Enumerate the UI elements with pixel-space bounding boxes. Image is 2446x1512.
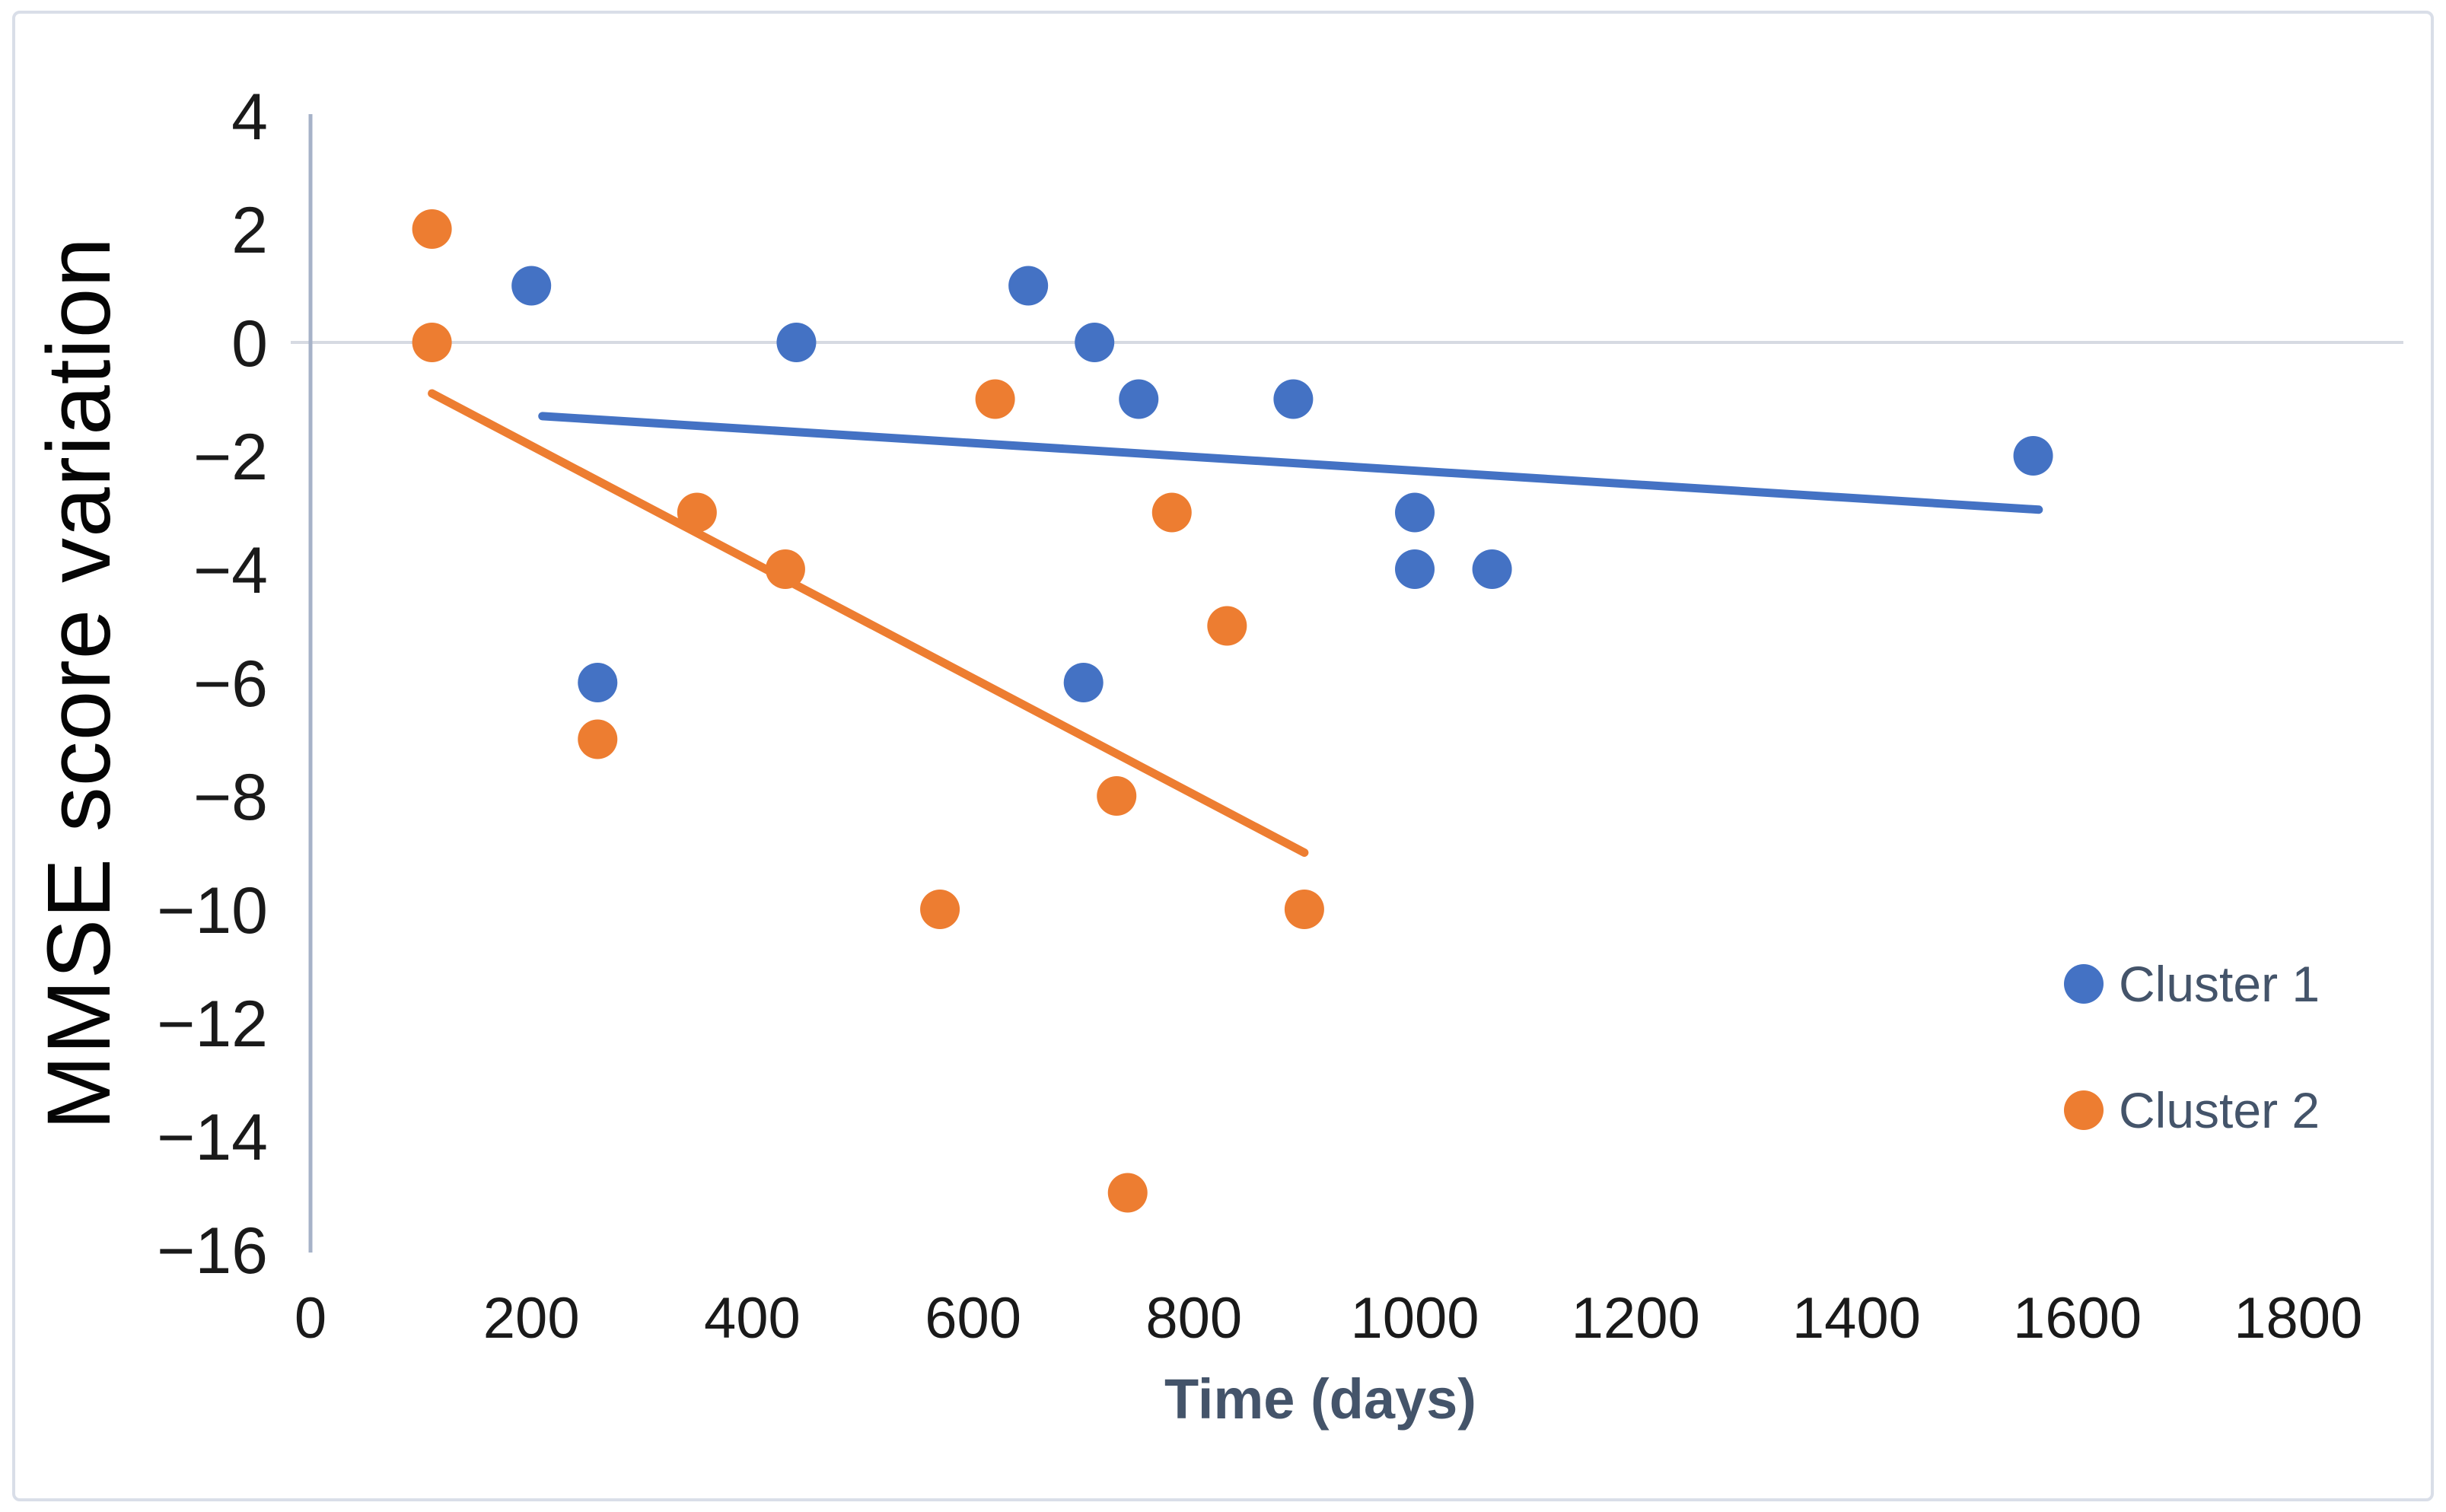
data-point-cluster-1 [1395,492,1435,533]
legend-label-cluster-2: Cluster 2 [2119,1082,2320,1138]
x-tick-label: 1800 [2234,1286,2362,1351]
y-tick-label: −12 [157,988,268,1061]
data-point-cluster-2 [1151,492,1192,533]
trendline-cluster-2 [428,389,1309,857]
y-tick-label: 0 [231,307,268,380]
trendline-cluster-1 [538,412,2043,514]
data-point-cluster-1 [1063,663,1104,702]
legend-label-cluster-1: Cluster 1 [2119,956,2320,1012]
data-point-cluster-1 [1075,323,1115,362]
data-point-cluster-2 [578,719,618,759]
y-tick-label: −14 [157,1101,268,1174]
data-point-cluster-1 [2013,436,2053,476]
y-tick-label: −16 [157,1214,268,1288]
data-point-cluster-2 [920,890,960,929]
x-tick-label: 0 [295,1286,326,1351]
data-point-cluster-1 [578,663,618,702]
x-axis-title: Time (days) [1164,1367,1476,1431]
y-tick-label: −10 [157,874,268,947]
cluster-2-marker-icon [2064,1090,2104,1130]
data-point-cluster-2 [1284,890,1324,929]
data-point-cluster-1 [1472,549,1512,589]
y-tick-label: −8 [193,761,268,834]
y-tick-label: −4 [193,534,268,607]
legend-item-cluster-2: Cluster 2 [2064,1082,2320,1138]
data-point-cluster-1 [1008,266,1049,306]
data-point-cluster-2 [677,492,717,533]
y-tick-label: 2 [231,194,268,267]
data-point-cluster-2 [1097,776,1137,816]
data-point-cluster-2 [412,209,452,249]
data-point-cluster-1 [776,323,817,362]
x-tick-label: 1400 [1792,1286,1921,1351]
y-tick-label: −2 [193,421,268,494]
x-tick-label: 800 [1145,1286,1242,1351]
cluster-1-marker-icon [2064,964,2104,1004]
x-tick-label: 1600 [2013,1286,2142,1351]
y-axis-title: MMSE score variation [29,236,129,1131]
data-point-cluster-2 [412,323,452,362]
data-point-cluster-1 [511,266,552,306]
data-point-cluster-2 [765,549,805,589]
legend: Cluster 1 Cluster 2 [2064,956,2320,1213]
y-tick-label: −6 [193,648,268,721]
x-tick-label: 600 [925,1286,1021,1351]
x-tick-label: 1200 [1572,1286,1700,1351]
data-point-cluster-2 [975,379,1015,419]
data-point-cluster-1 [1273,379,1314,419]
x-tick-label: 200 [483,1286,580,1351]
x-tick-label: 400 [704,1286,801,1351]
data-point-cluster-1 [1119,379,1159,419]
data-point-cluster-1 [1395,549,1435,589]
legend-item-cluster-1: Cluster 1 [2064,956,2320,1012]
x-tick-label: 1000 [1350,1286,1479,1351]
data-point-cluster-2 [1207,606,1247,646]
data-point-cluster-2 [1107,1173,1148,1213]
y-tick-label: 4 [231,81,268,154]
